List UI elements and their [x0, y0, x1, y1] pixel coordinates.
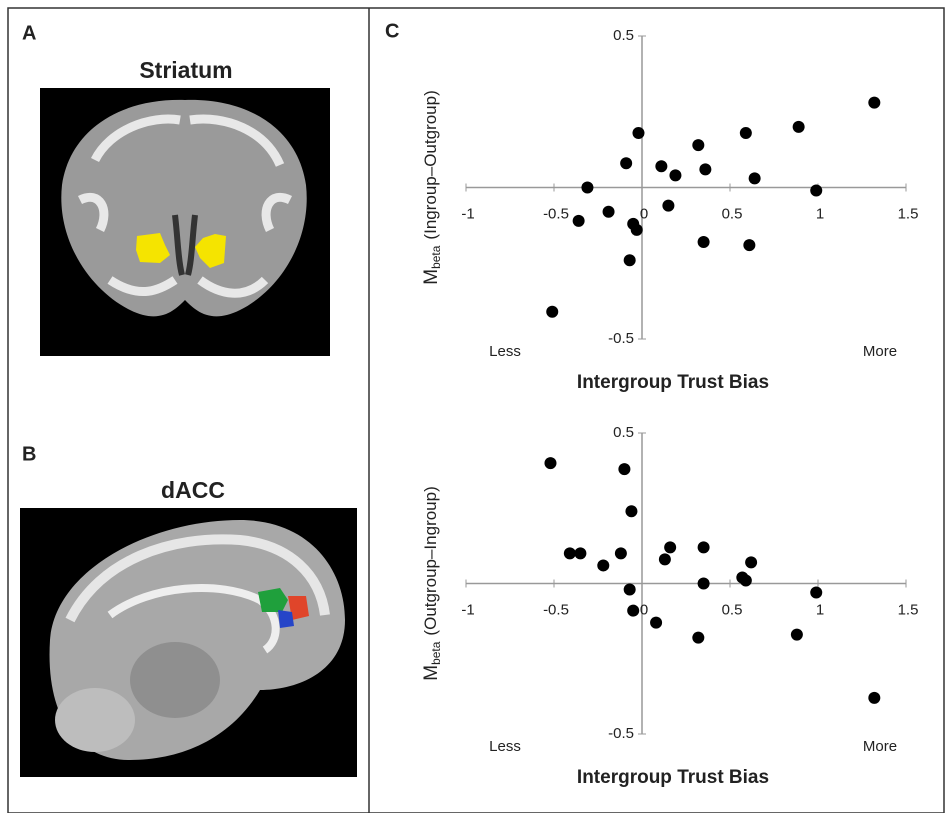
- y-axis-title-rest: (Ingroup–Outgroup): [421, 90, 440, 239]
- x-tick-label: 1: [816, 601, 824, 618]
- point: [791, 629, 803, 641]
- dacc-image: [20, 508, 357, 777]
- y-axis-title: Mbeta (Outgroup–Ingroup): [421, 486, 443, 681]
- x-axis-title: Intergroup Trust Bias: [577, 372, 769, 393]
- figure: A Striatum B dACC C -1 -0.5 0 0.5 1 1.5 -0.5 0.…: [0, 0, 952, 813]
- annotation: Less: [489, 738, 521, 755]
- point: [544, 457, 556, 469]
- y-axis-title-main: M: [421, 269, 442, 285]
- y-tick-label: 0.5: [613, 424, 634, 441]
- point: [692, 139, 704, 151]
- point: [810, 587, 822, 599]
- point: [740, 127, 752, 139]
- x-tick-label: -1: [461, 205, 474, 222]
- annotation: More: [863, 343, 897, 360]
- striatum-image: [40, 88, 330, 356]
- point: [573, 215, 585, 227]
- point: [564, 547, 576, 559]
- y-tick-label: 0.5: [613, 27, 634, 44]
- point: [625, 505, 637, 517]
- point: [603, 206, 615, 218]
- panel-title: Striatum: [139, 57, 232, 83]
- point: [620, 157, 632, 169]
- point: [618, 463, 630, 475]
- y-tick-label: -0.5: [608, 725, 634, 742]
- point: [868, 97, 880, 109]
- point: [698, 236, 710, 248]
- point: [624, 254, 636, 266]
- y-axis-title-sub: beta: [429, 641, 443, 665]
- point: [546, 306, 558, 318]
- y-axis-title: Mbeta (Ingroup–Outgroup): [421, 90, 443, 285]
- point: [631, 224, 643, 236]
- point: [597, 559, 609, 571]
- annotation: More: [863, 738, 897, 755]
- y-axis-title-main: M: [421, 665, 442, 681]
- point: [664, 541, 676, 553]
- point: [581, 182, 593, 194]
- point: [793, 121, 805, 133]
- x-tick-label: 0: [640, 205, 648, 222]
- point: [699, 163, 711, 175]
- panel-label: C: [385, 20, 399, 42]
- x-tick-label: 0.5: [722, 205, 743, 222]
- point: [662, 200, 674, 212]
- point: [627, 605, 639, 617]
- panel-title: dACC: [161, 477, 225, 503]
- x-tick-label: -0.5: [543, 601, 569, 618]
- point: [574, 547, 586, 559]
- x-tick-label: 1: [816, 205, 824, 222]
- panel-label: A: [22, 22, 36, 44]
- y-axis-title-rest: (Outgroup–Ingroup): [421, 486, 440, 635]
- point: [615, 547, 627, 559]
- x-axis-title: Intergroup Trust Bias: [577, 767, 769, 788]
- x-tick-label: 1.5: [898, 601, 919, 618]
- x-tick-label: 0: [640, 601, 648, 618]
- point: [669, 169, 681, 181]
- point: [868, 692, 880, 704]
- annotation: Less: [489, 343, 521, 360]
- point: [650, 617, 662, 629]
- x-tick-label: -0.5: [543, 205, 569, 222]
- point: [692, 632, 704, 644]
- point: [745, 556, 757, 568]
- x-tick-label: 0.5: [722, 601, 743, 618]
- point: [632, 127, 644, 139]
- point: [624, 584, 636, 596]
- point: [698, 541, 710, 553]
- point: [698, 578, 710, 590]
- point: [740, 574, 752, 586]
- point: [659, 553, 671, 565]
- panel-label: B: [22, 443, 36, 465]
- point: [810, 185, 822, 197]
- point: [655, 160, 667, 172]
- y-tick-label: -0.5: [608, 330, 634, 347]
- y-axis-title-sub: beta: [429, 245, 443, 269]
- x-tick-label: 1.5: [898, 205, 919, 222]
- point: [749, 172, 761, 184]
- x-tick-label: -1: [461, 601, 474, 618]
- point: [743, 239, 755, 251]
